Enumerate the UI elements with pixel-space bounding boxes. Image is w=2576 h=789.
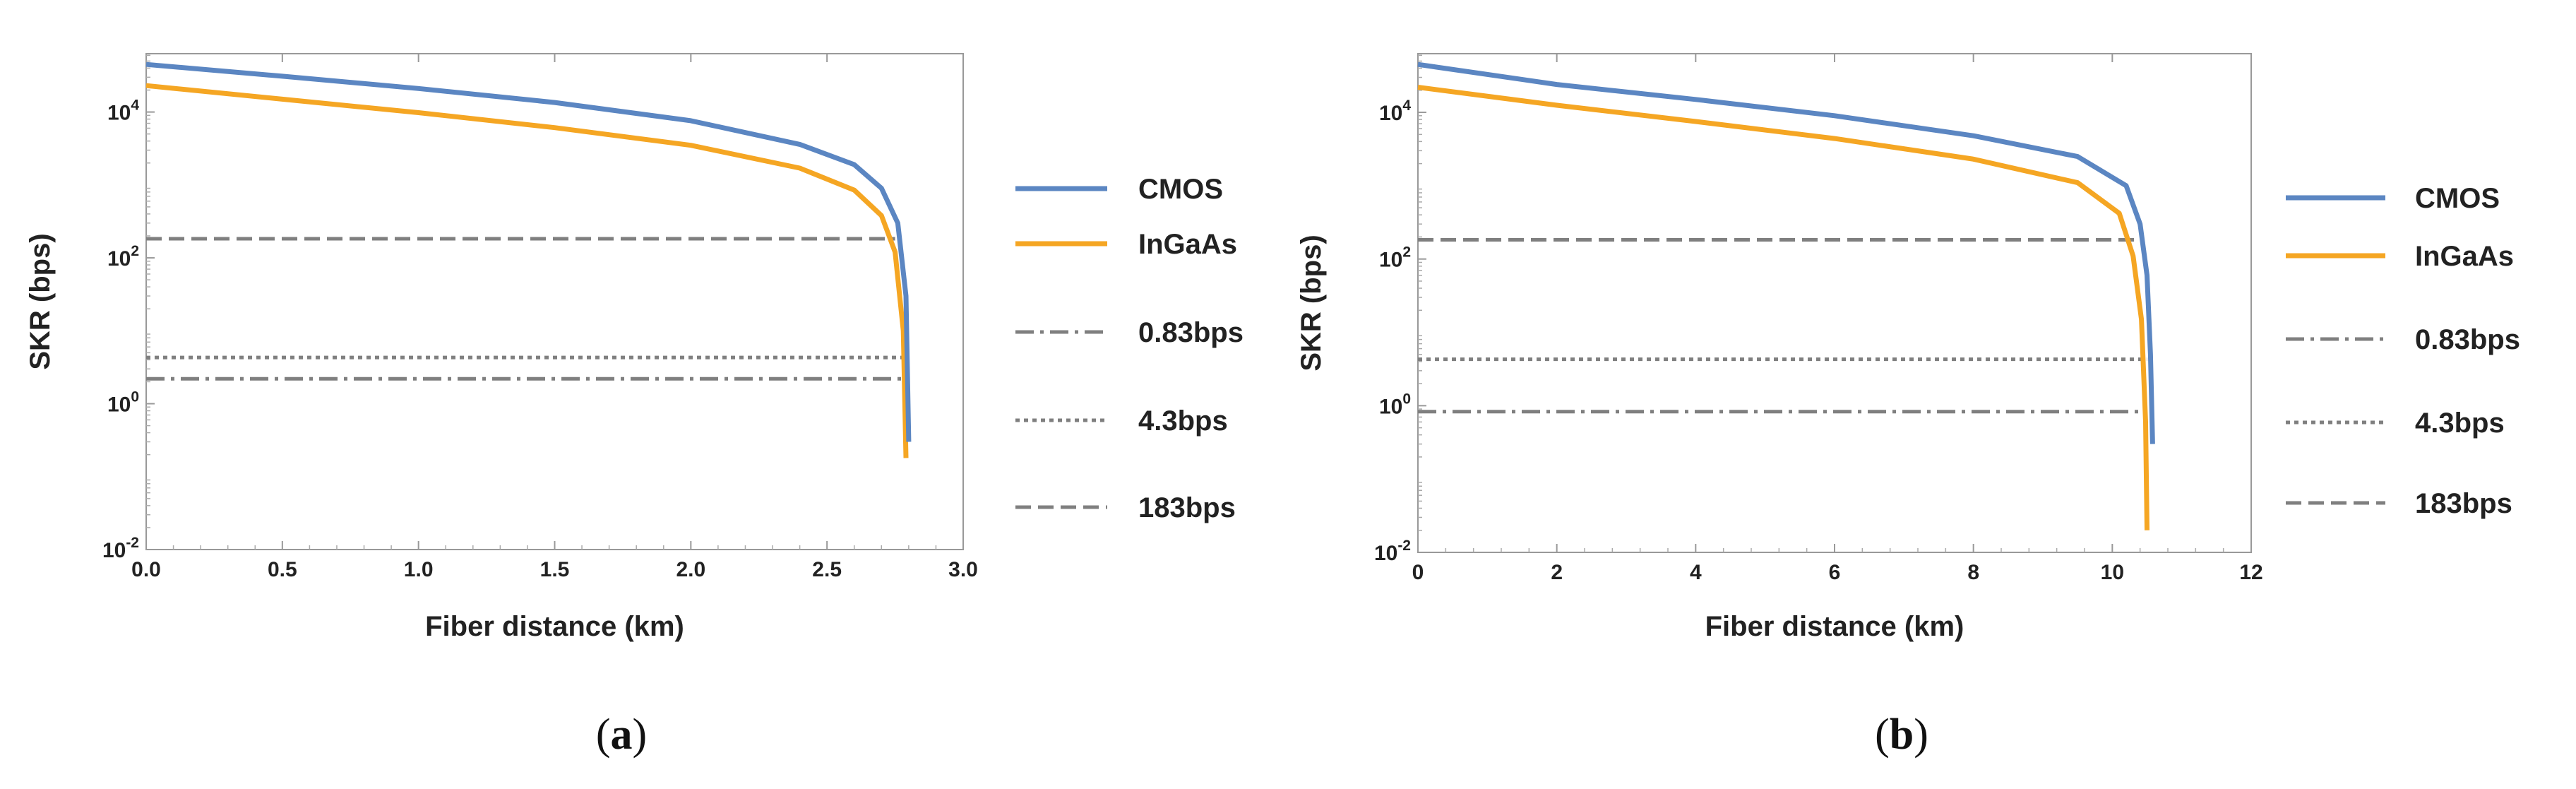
legend-label: 183bps	[2415, 488, 2512, 519]
x-tick-label: 1.5	[540, 558, 570, 581]
y-tick-label: 10-2	[102, 535, 139, 562]
legend-label: 4.3bps	[2415, 408, 2505, 439]
legend-label: 4.3bps	[1138, 405, 1228, 437]
x-tick-label: 2	[1551, 561, 1563, 584]
y-tick-label: 104	[1379, 97, 1411, 125]
legend-label: InGaAs	[2415, 241, 2514, 272]
chart-b: 0 2 4 6 8 10 12 10-2 100 102 104 Fiber distance (km…	[1296, 53, 2520, 759]
series-line-cmos	[145, 61, 912, 442]
x-tick-label: 10	[2101, 561, 2124, 584]
plot-frame	[1417, 53, 2252, 553]
panel-caption: (b)	[1875, 711, 1928, 759]
panel-caption: (a)	[596, 711, 647, 759]
series-line-cmos	[1417, 61, 2155, 444]
x-tick-label: 4	[1690, 561, 1702, 584]
x-tick-label: 12	[2239, 561, 2262, 584]
x-tick-label: 6	[1829, 561, 1841, 584]
y-axis-title: SKR (bps)	[1296, 235, 1327, 371]
y-tick-label: 100	[1379, 391, 1411, 418]
legend-label: CMOS	[1138, 174, 1223, 205]
y-tick-label: 10-2	[1374, 538, 1411, 565]
x-axis-title: Fiber distance (km)	[1705, 611, 1964, 642]
x-tick-label: 0.5	[268, 558, 297, 581]
series-line-ingaas	[1417, 85, 2149, 530]
chart-a: 0.0 0.5 1.0 1.5 2.0 2.5 3.0 10-2 100 102 104 Fiber …	[25, 53, 1244, 759]
legend-label: 0.83bps	[2415, 324, 2520, 355]
x-axis-title: Fiber distance (km)	[425, 611, 684, 642]
y-tick-label: 102	[1379, 244, 1411, 272]
y-tick-label: 104	[107, 97, 139, 125]
x-tick-label: 2.0	[676, 558, 705, 581]
x-tick-label: 8	[1967, 561, 1979, 584]
legend-label: CMOS	[2415, 183, 2500, 214]
x-tick-label: 1.0	[404, 558, 434, 581]
legend-label: InGaAs	[1138, 229, 1237, 260]
y-tick-label: 102	[107, 243, 139, 271]
legend-label: 0.83bps	[1138, 317, 1244, 348]
x-tick-label: 3.0	[948, 558, 978, 581]
legend-label: 183bps	[1138, 492, 1236, 523]
x-tick-label: 2.5	[812, 558, 842, 581]
y-axis-title: SKR (bps)	[25, 233, 56, 369]
x-tick-label: 0	[1412, 561, 1424, 584]
x-tick-label: 0.0	[131, 558, 161, 581]
series-line-ingaas	[145, 83, 909, 458]
y-tick-label: 100	[107, 389, 139, 417]
